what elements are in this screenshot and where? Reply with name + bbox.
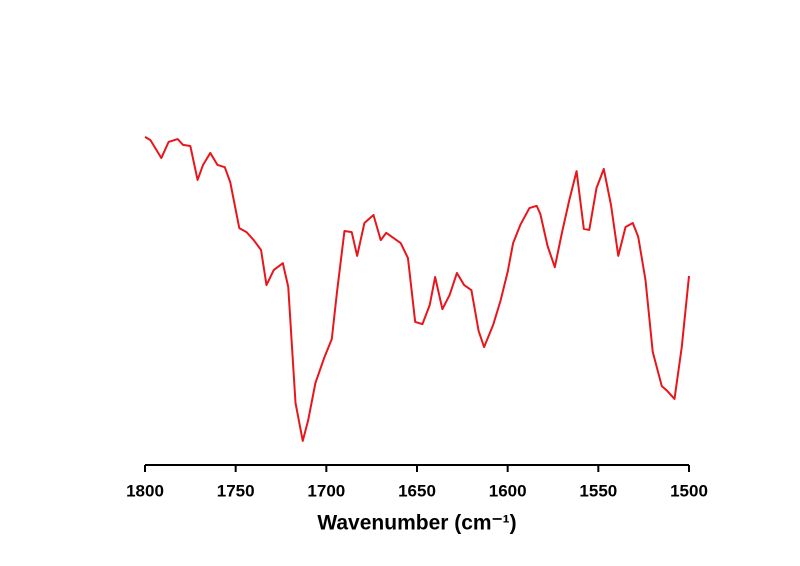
x-axis-label: Wavenumber (cm⁻¹) — [317, 512, 516, 535]
x-tick-label: 1600 — [489, 481, 527, 500]
x-tick-label: 1800 — [126, 481, 164, 500]
x-tick-label: 1750 — [217, 481, 255, 500]
x-tick-label: 1500 — [670, 481, 708, 500]
x-tick-label: 1550 — [579, 481, 617, 500]
spectrum-line — [144, 136, 690, 442]
x-tick-label: 1700 — [307, 481, 345, 500]
x-tick-label: 1650 — [398, 481, 436, 500]
